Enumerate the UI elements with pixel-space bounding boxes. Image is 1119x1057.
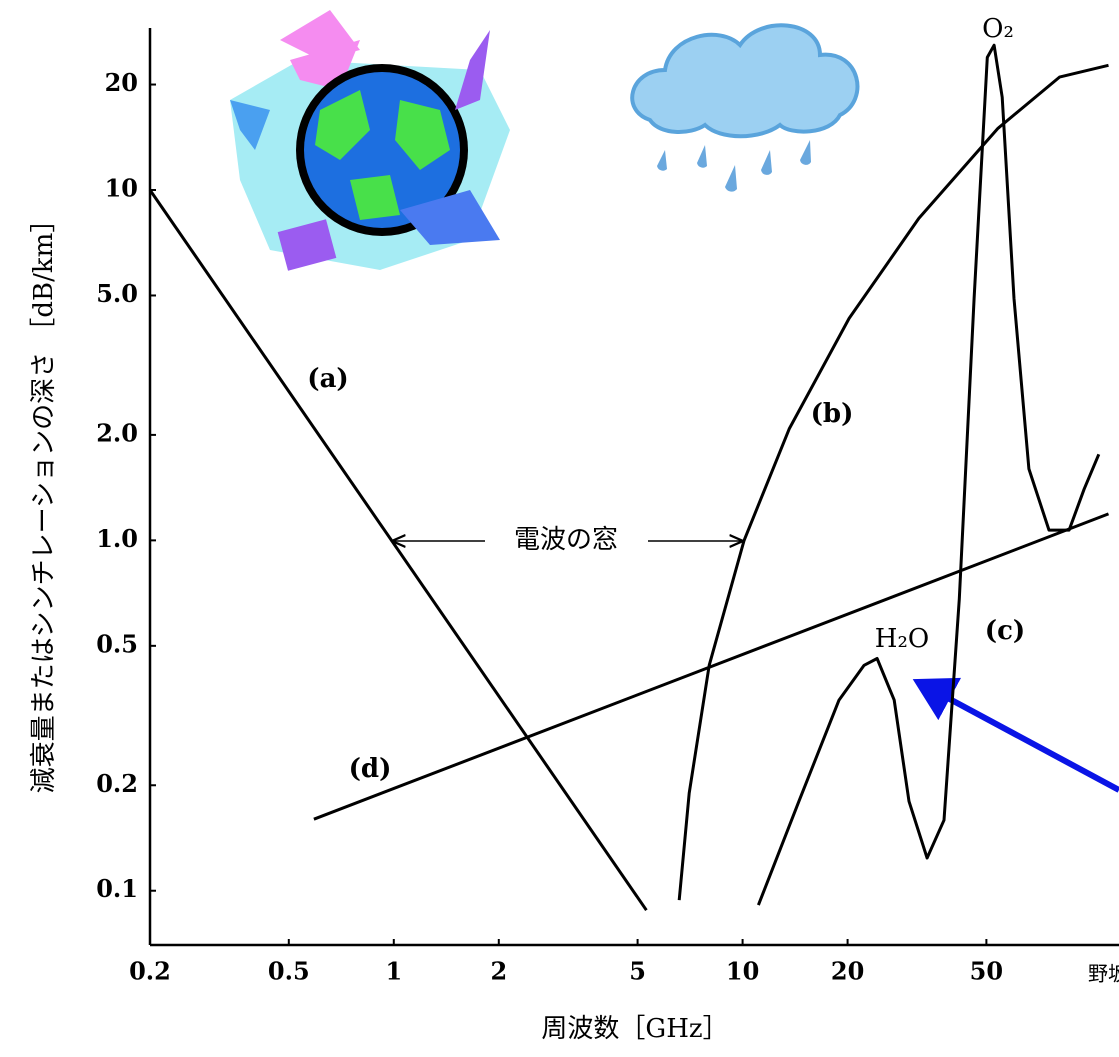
x-tick-label: 20 — [831, 957, 864, 986]
y-axis-label: 減衰量またはシンチレーションの深さ ［dB/km］ — [29, 207, 59, 794]
y-tick-label: 1.0 — [96, 524, 138, 553]
curve — [758, 45, 1098, 905]
y-tick-label: 20 — [105, 68, 138, 97]
h2o-label: H₂O — [875, 624, 929, 654]
x-tick-label: 1 — [385, 957, 402, 986]
y-tick-label: 0.5 — [96, 629, 138, 658]
y-tick-label: 0.1 — [96, 874, 138, 903]
window-label: 電波の窓 — [514, 525, 618, 555]
curve — [679, 65, 1108, 900]
cloud-clipart — [632, 25, 857, 191]
y-tick-label: 0.2 — [96, 769, 138, 798]
curve — [314, 514, 1109, 819]
x-tick-label: 50 — [970, 957, 1003, 986]
y-tick-label: 10 — [105, 174, 138, 203]
curve-label: (d) — [349, 754, 392, 784]
x-tick-label: 0.2 — [129, 957, 171, 986]
x-tick-label: 10 — [726, 957, 759, 986]
signature: 野坂 — [1088, 962, 1119, 986]
curve-label: (c) — [985, 616, 1025, 646]
x-axis-label: 周波数［GHz］ — [541, 1014, 728, 1044]
y-tick-label: 2.0 — [96, 418, 138, 447]
chart: 電波の窓 H₂O O₂ 野坂 周波数［GHz］ 減衰量またはシンチレーションの深… — [0, 0, 1119, 1057]
curve-label: (a) — [307, 364, 348, 394]
curve-label: (b) — [811, 399, 854, 429]
x-tick-label: 2 — [490, 957, 507, 986]
x-tick-label: 0.5 — [268, 957, 310, 986]
x-tick-label: 5 — [629, 957, 646, 986]
y-tick-label: 5.0 — [96, 279, 138, 308]
o2-label: O₂ — [982, 14, 1014, 44]
earth-clipart — [230, 10, 510, 271]
